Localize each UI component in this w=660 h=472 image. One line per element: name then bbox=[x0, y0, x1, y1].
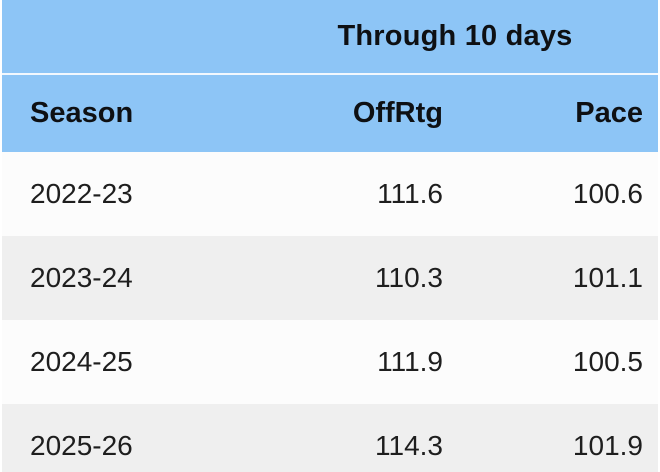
season-cell: 2022-23 bbox=[30, 178, 133, 209]
offrtg-cell: 114.3 bbox=[375, 430, 443, 461]
pace-cell: 101.9 bbox=[572, 430, 643, 461]
column-header-pace: Pace bbox=[575, 97, 643, 129]
offrtg-cell: 111.6 bbox=[377, 178, 443, 209]
season-cell: 2025-26 bbox=[30, 430, 133, 461]
column-header-offrtg: OffRtg bbox=[352, 97, 443, 129]
table-body: 2022-23 111.6 100.6 2023-24 110.3 101.1 … bbox=[2, 152, 658, 472]
pace-cell: 100.5 bbox=[572, 346, 643, 377]
table-row: 2023-24 110.3 101.1 bbox=[2, 236, 658, 320]
column-header-season: Season bbox=[30, 97, 134, 129]
season-cell: 2023-24 bbox=[30, 262, 133, 293]
offrtg-cell: 110.3 bbox=[375, 262, 443, 293]
season-cell: 2024-25 bbox=[30, 346, 133, 377]
table-group-header: Through 10 days bbox=[2, 0, 658, 75]
offrtg-cell: 111.9 bbox=[377, 346, 443, 377]
pace-cell: 100.6 bbox=[572, 178, 643, 209]
table-row: 2024-25 111.9 100.5 bbox=[2, 320, 658, 404]
table-row: 2025-26 114.3 101.9 bbox=[2, 404, 658, 472]
pace-cell: 101.1 bbox=[572, 262, 643, 293]
group-header-title: Through 10 days bbox=[337, 20, 573, 52]
table-row: 2022-23 111.6 100.6 bbox=[2, 152, 658, 236]
column-header-row: Season OffRtg Pace bbox=[2, 75, 658, 152]
